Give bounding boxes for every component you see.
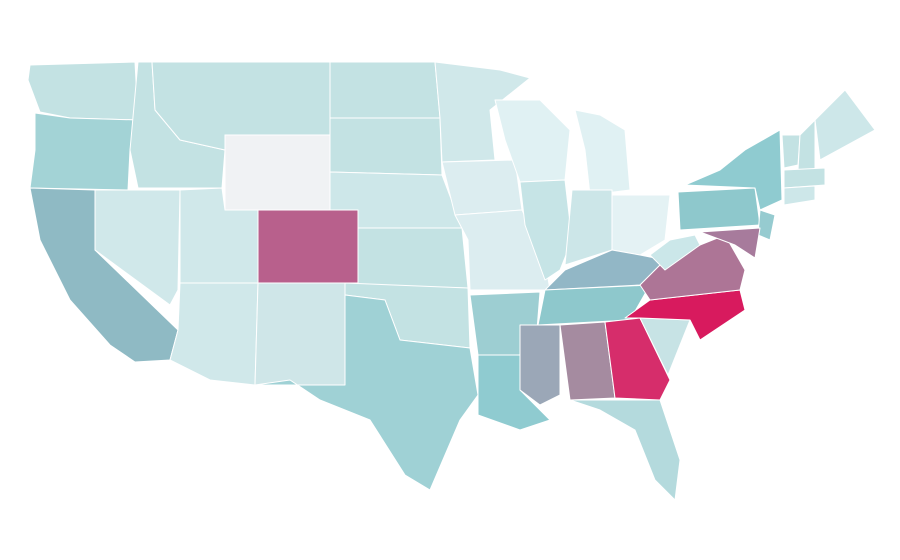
- state-region: [611, 194, 671, 256]
- state-region: [519, 324, 561, 406]
- state-region: [94, 189, 181, 306]
- state-region: [434, 61, 531, 163]
- state-region: [649, 234, 701, 271]
- state-region: [329, 61, 441, 119]
- state-region: [699, 227, 761, 259]
- state-region: [441, 159, 523, 216]
- state-region: [224, 134, 331, 211]
- state-region: [254, 282, 346, 386]
- state-region: [254, 294, 479, 491]
- state-region: [814, 89, 876, 161]
- state-region: [797, 119, 816, 171]
- state-region: [257, 209, 359, 284]
- state-region: [783, 185, 816, 206]
- state-region: [169, 282, 259, 386]
- state-region: [604, 317, 671, 401]
- state-region: [783, 167, 826, 189]
- state-region: [684, 129, 783, 211]
- state-region: [29, 112, 139, 191]
- state-region: [677, 187, 761, 231]
- state-region: [519, 179, 573, 281]
- state-region: [757, 209, 776, 241]
- state-region: [357, 227, 469, 289]
- state-region: [574, 109, 631, 196]
- state-region: [329, 117, 443, 176]
- state-region: [569, 399, 681, 501]
- state-region: [27, 61, 139, 121]
- state-region: [781, 134, 801, 169]
